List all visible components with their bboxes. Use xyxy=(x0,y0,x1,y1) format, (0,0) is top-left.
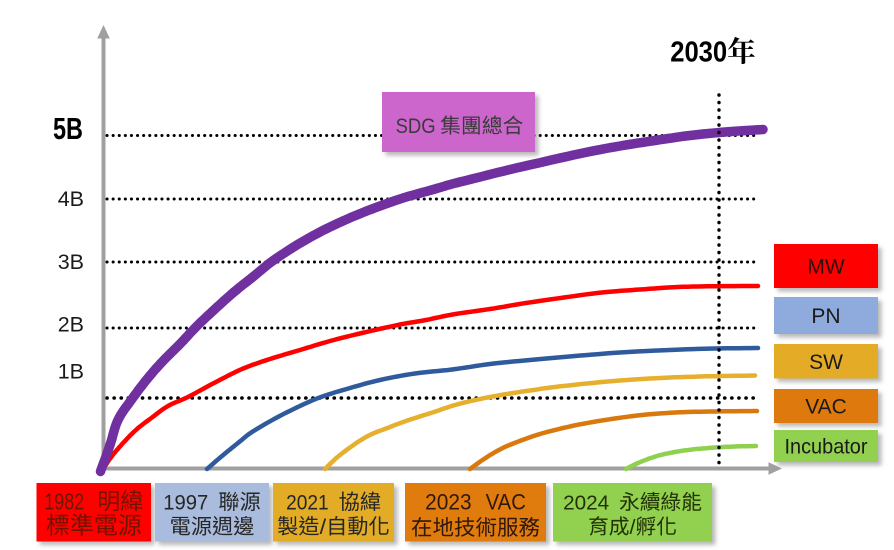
svg-text:3B: 3B xyxy=(58,250,84,274)
svg-text:1B: 1B xyxy=(58,359,84,383)
svg-text:2B: 2B xyxy=(58,312,84,336)
svg-text:SW: SW xyxy=(809,351,843,374)
svg-text:MW: MW xyxy=(807,256,844,279)
svg-text:SDG: SDG xyxy=(396,115,436,138)
svg-text:1997: 1997 xyxy=(163,491,208,514)
svg-text:Incubator: Incubator xyxy=(785,436,868,459)
svg-text:5B: 5B xyxy=(53,111,83,146)
svg-text:VAC: VAC xyxy=(486,489,526,514)
svg-text:2030: 2030 xyxy=(670,37,727,69)
svg-text:VAC: VAC xyxy=(805,396,847,419)
svg-text:PN: PN xyxy=(811,305,840,328)
svg-text:2021: 2021 xyxy=(286,491,329,514)
svg-text:2024: 2024 xyxy=(563,491,609,514)
svg-text:2023: 2023 xyxy=(425,489,472,514)
svg-text:/: / xyxy=(320,516,327,539)
svg-text:4B: 4B xyxy=(58,187,84,211)
svg-text:/: / xyxy=(630,516,636,539)
svg-text:1982: 1982 xyxy=(44,488,84,514)
